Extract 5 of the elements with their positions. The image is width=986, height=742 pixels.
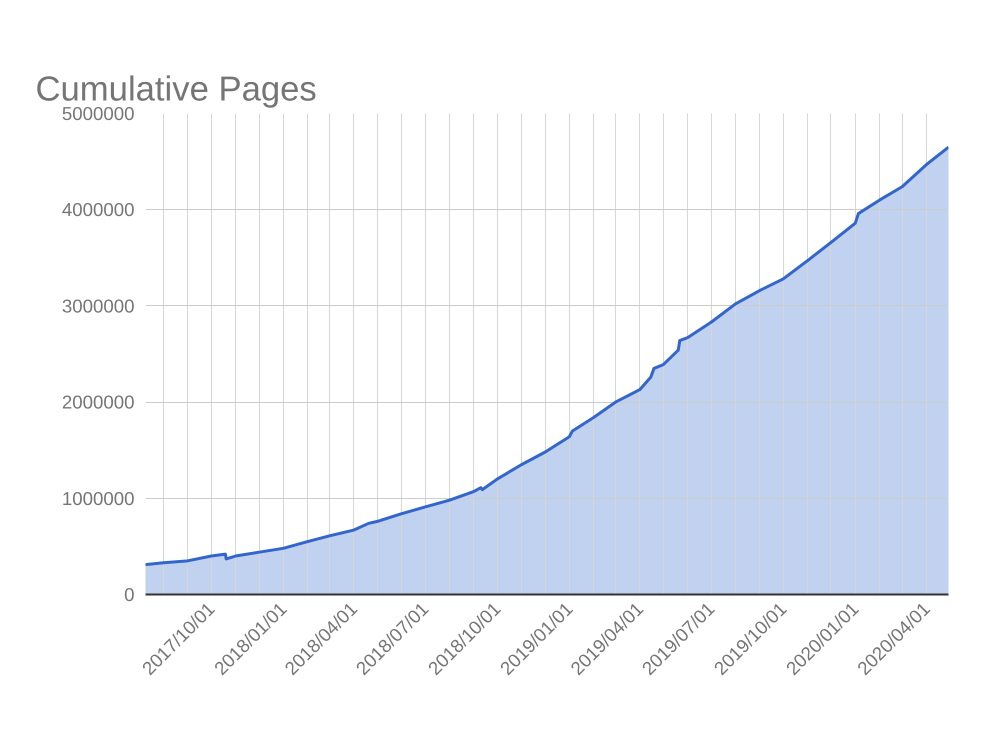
y-tick-label: 0 [124,584,135,605]
y-tick-label: 4000000 [62,199,135,220]
y-tick-label: 1000000 [62,488,135,509]
y-tick-label: 3000000 [62,295,135,316]
y-tick-label: 2000000 [62,392,135,413]
